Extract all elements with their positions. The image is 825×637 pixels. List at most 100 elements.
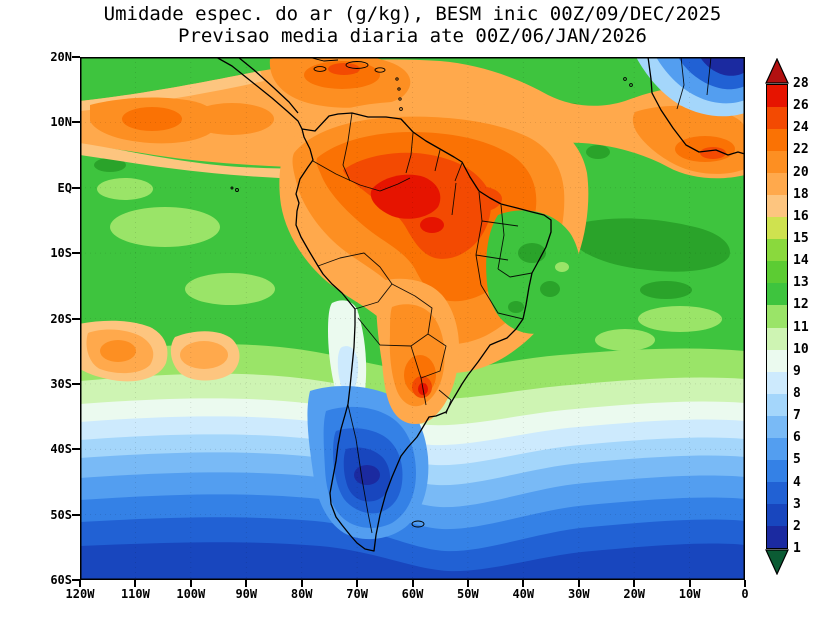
x-tick-label: 20W xyxy=(623,587,646,601)
y-tick-mark xyxy=(72,317,80,320)
y-tick-label: 10S xyxy=(50,246,72,261)
colorbar-tick-label: 18 xyxy=(793,186,809,202)
y-tick-label: 20S xyxy=(50,311,72,326)
x-tick-mark xyxy=(633,580,636,587)
colorbar-tick-label: 7 xyxy=(793,408,801,424)
y-tick-label: 40S xyxy=(50,442,72,457)
y-tick-label: 50S xyxy=(50,507,72,522)
colorbar-tick-label: 10 xyxy=(793,341,809,357)
colorbar-segment xyxy=(767,107,787,130)
colorbar-segment xyxy=(767,349,787,372)
plot-title-line2: Previsao media diaria ate 00Z/06/JAN/202… xyxy=(178,25,647,47)
y-tick-label: 60S xyxy=(50,573,72,587)
colorbar-segment xyxy=(767,173,787,196)
south-america-coastline xyxy=(295,112,552,552)
colorbar-bar xyxy=(766,84,788,549)
x-tick-mark xyxy=(79,580,81,587)
colorbar-segment xyxy=(767,261,787,284)
x-tick-mark xyxy=(245,580,248,587)
colorbar-tick-label: 24 xyxy=(793,120,809,136)
colorbar-max-arrow xyxy=(765,58,789,84)
country-borders xyxy=(312,57,712,534)
x-tick-mark xyxy=(522,580,525,587)
colorbar-segment xyxy=(767,305,787,328)
humidity-shaded-map xyxy=(80,57,745,580)
colorbar-tick-label: 28 xyxy=(793,76,809,91)
y-tick-mark xyxy=(72,448,80,451)
colorbar-tick-label: 14 xyxy=(793,253,809,269)
colorbar-segment xyxy=(767,415,787,438)
map-area xyxy=(80,57,745,580)
colorbar-tick-label: 12 xyxy=(793,297,809,313)
colorbar-tick-label: 13 xyxy=(793,275,809,291)
colorbar-tick-label: 11 xyxy=(793,319,809,335)
colorbar-segment xyxy=(767,283,787,306)
x-tick-label: 70W xyxy=(346,587,368,601)
colorbar-tick-label: 20 xyxy=(793,164,809,180)
colorbar-tick-label: 22 xyxy=(793,142,809,158)
colorbar-tick-label: 6 xyxy=(793,430,801,446)
y-tick-label: 10N xyxy=(50,115,72,130)
x-tick-label: 80W xyxy=(290,587,313,601)
colorbar-segment xyxy=(767,481,787,504)
x-tick-mark xyxy=(356,580,359,587)
colorbar-segment xyxy=(767,393,787,416)
colorbar-segment xyxy=(767,239,787,262)
central-america-coastline xyxy=(215,57,303,130)
colorbar-tick-label: 15 xyxy=(793,231,809,246)
colorbar-tick-label: 5 xyxy=(793,452,801,468)
colorbar-segment xyxy=(767,85,787,108)
x-tick-label: 90W xyxy=(235,587,258,601)
colorbar-tick-label: 9 xyxy=(793,363,801,379)
coastlines xyxy=(215,57,745,552)
x-tick-mark xyxy=(744,580,746,587)
y-tick-mark xyxy=(72,382,80,385)
y-tick-mark xyxy=(72,513,80,516)
y-tick-label: 30S xyxy=(50,376,72,391)
x-tick-mark xyxy=(134,580,137,587)
colorbar-segment xyxy=(767,459,787,482)
x-tick-mark xyxy=(466,580,469,587)
colorbar-tick-label: 1 xyxy=(793,541,801,556)
colorbar-tick-label: 4 xyxy=(793,474,801,490)
x-tick-label: 60W xyxy=(401,587,424,601)
colorbar-segment xyxy=(767,525,787,548)
x-tick-label: 50W xyxy=(457,587,479,601)
colorbar-min-arrow xyxy=(765,549,789,575)
map-frame-border xyxy=(80,57,745,580)
x-tick-label: 100W xyxy=(176,587,206,601)
x-tick-label: 0 xyxy=(741,587,749,601)
colorbar-segment xyxy=(767,437,787,460)
colorbar-tick-label: 16 xyxy=(793,208,809,224)
colorbar-segment xyxy=(767,327,787,350)
colorbar-tick-label: 2 xyxy=(793,518,801,534)
y-tick-mark xyxy=(72,121,80,124)
x-tick-label: 110W xyxy=(120,587,150,601)
x-tick-mark xyxy=(300,580,303,587)
y-tick-mark xyxy=(72,186,80,189)
x-tick-label: 30W xyxy=(567,587,590,601)
colorbar-segment xyxy=(767,195,787,218)
x-tick-label: 40W xyxy=(512,587,535,601)
humidity-field xyxy=(80,57,745,580)
plot-title: Umidade espec. do ar (g/kg), BESM inic 0… xyxy=(60,3,765,47)
colorbar-tick-label: 26 xyxy=(793,98,809,114)
x-tick-mark xyxy=(577,580,580,587)
x-tick-mark xyxy=(411,580,414,587)
colorbar-segment xyxy=(767,503,787,526)
y-tick-label: 20N xyxy=(50,50,72,64)
x-tick-label: 10W xyxy=(678,587,701,601)
colorbar-tick-label: 3 xyxy=(793,496,801,512)
plot-title-line1: Umidade espec. do ar (g/kg), BESM inic 0… xyxy=(103,3,722,25)
africa-coastline xyxy=(647,57,745,156)
colorbar-segment xyxy=(767,371,787,394)
y-tick-mark xyxy=(72,579,80,581)
colorbar-tick-label: 8 xyxy=(793,386,801,401)
x-tick-label: 120W xyxy=(65,587,95,601)
x-tick-mark xyxy=(189,580,192,587)
y-tick-label: EQ xyxy=(57,180,72,195)
colorbar-segment xyxy=(767,129,787,152)
y-tick-mark xyxy=(72,252,80,255)
colorbar-segment xyxy=(767,151,787,174)
x-tick-mark xyxy=(688,580,691,587)
